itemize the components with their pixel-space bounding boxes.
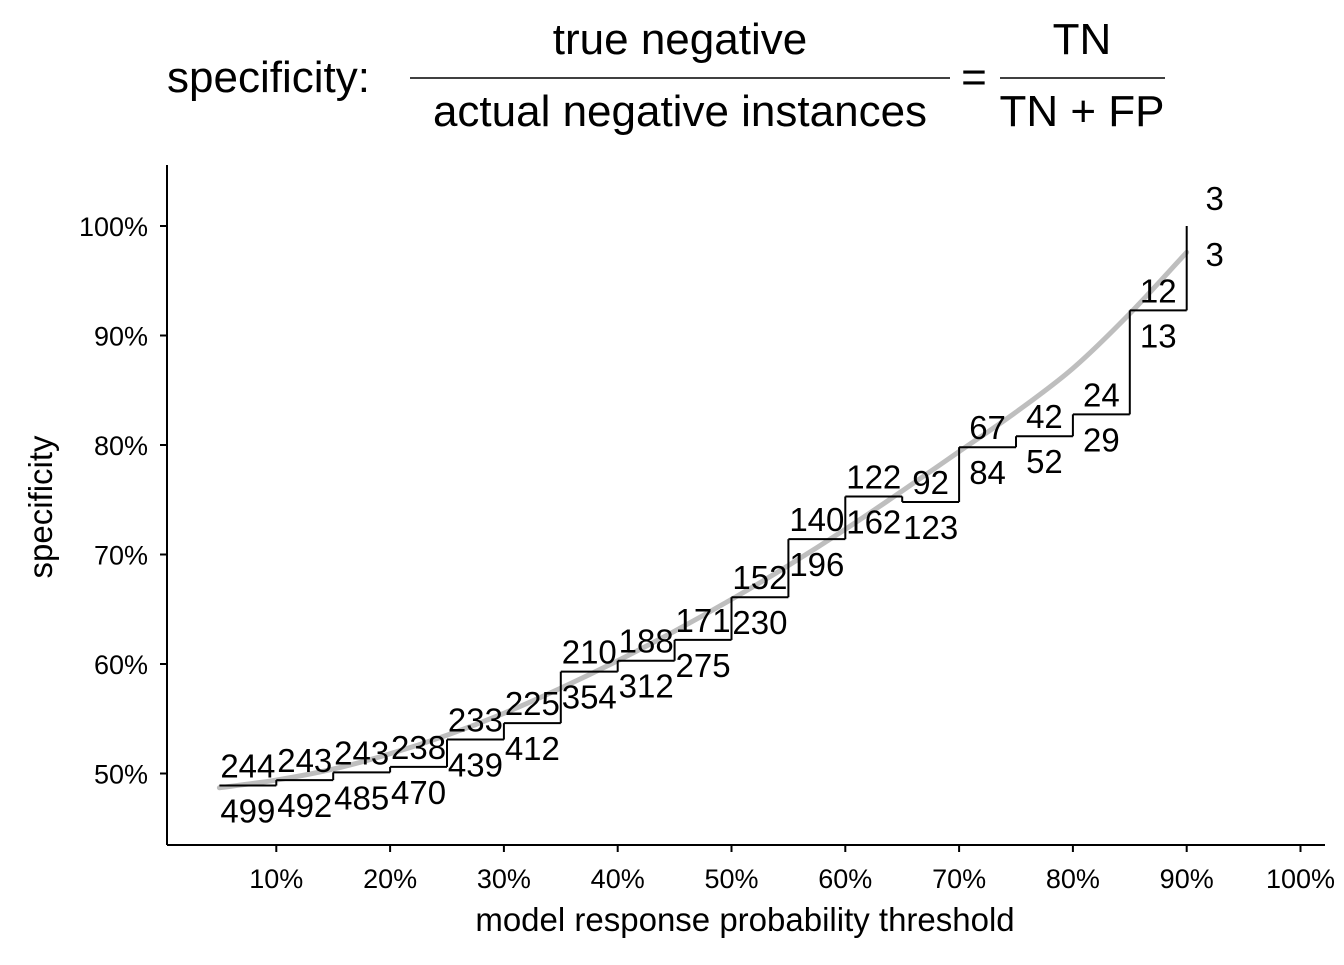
tn-count-label: 122 xyxy=(846,458,901,495)
y-tick-label: 70% xyxy=(94,541,148,571)
title-fraction2-numerator: TN xyxy=(1053,15,1112,64)
tn-count-label: 243 xyxy=(334,734,389,771)
x-tick-label: 50% xyxy=(704,864,758,894)
actual-negative-count-label: 312 xyxy=(619,668,674,705)
actual-negative-count-label: 275 xyxy=(676,647,731,684)
y-tick-label: 80% xyxy=(94,431,148,461)
tn-count-label: 210 xyxy=(562,634,617,671)
x-axis-ticks: 10% 20% 30% 40% 50% 60% 70% 80% 90% 100% xyxy=(249,845,1335,894)
smooth-curve-layer xyxy=(216,249,1190,791)
tn-count-label: 12 xyxy=(1140,272,1177,309)
tn-count-label: 243 xyxy=(277,742,332,779)
actual-negative-count-label: 439 xyxy=(448,747,503,784)
tn-count-label: 225 xyxy=(505,685,560,722)
actual-negative-count-label: 412 xyxy=(505,730,560,767)
x-tick-label: 70% xyxy=(932,864,986,894)
x-tick-label: 80% xyxy=(1046,864,1100,894)
tn-count-label: 244 xyxy=(220,748,275,785)
actual-negative-count-label: 84 xyxy=(969,454,1006,491)
x-tick-label: 40% xyxy=(591,864,645,894)
y-axis-title: specificity xyxy=(22,435,59,579)
y-tick-label: 100% xyxy=(79,212,148,242)
tn-count-label: 67 xyxy=(969,409,1006,446)
tn-count-label: 24 xyxy=(1083,376,1120,413)
title-fraction1-denominator: actual negative instances xyxy=(433,87,927,136)
tn-count-label: 3 xyxy=(1206,180,1224,217)
tn-count-label: 238 xyxy=(391,729,446,766)
x-tick-label: 20% xyxy=(363,864,417,894)
actual-negative-count-label: 3 xyxy=(1206,236,1224,273)
actual-negative-count-label: 230 xyxy=(732,604,787,641)
actual-negative-count-label: 196 xyxy=(789,546,844,583)
title-fraction2-denominator: TN + FP xyxy=(999,87,1164,136)
title-prefix: specificity: xyxy=(167,53,370,102)
actual-negative-count-label: 13 xyxy=(1140,317,1177,354)
y-axis-ticks: 50% 60% 70% 80% 90% 100% xyxy=(79,212,167,790)
actual-negative-count-label: 52 xyxy=(1026,443,1063,480)
title-fraction1-numerator: true negative xyxy=(553,15,807,64)
tn-count-label: 152 xyxy=(732,559,787,596)
actual-negative-count-label: 499 xyxy=(220,793,275,830)
tn-count-label: 233 xyxy=(448,702,503,739)
actual-negative-count-label: 485 xyxy=(334,779,389,816)
tn-count-label: 171 xyxy=(676,602,731,639)
actual-negative-count-label: 123 xyxy=(903,509,958,546)
actual-negative-count-label: 492 xyxy=(277,787,332,824)
step-line-layer xyxy=(219,226,1188,787)
actual-negative-count-label: 470 xyxy=(391,774,446,811)
tn-count-label: 188 xyxy=(619,623,674,660)
y-tick-label: 90% xyxy=(94,322,148,352)
x-axis-title: model response probability threshold xyxy=(475,901,1014,938)
actual-negative-count-label: 354 xyxy=(562,679,617,716)
tn-count-label: 140 xyxy=(789,501,844,538)
count-labels-layer: 2444992434922434852384702334392254122103… xyxy=(220,180,1224,830)
tn-count-label: 42 xyxy=(1026,398,1063,435)
x-tick-label: 30% xyxy=(477,864,531,894)
actual-negative-count-label: 162 xyxy=(846,503,901,540)
tn-count-label: 92 xyxy=(912,464,949,501)
x-tick-label: 100% xyxy=(1266,864,1335,894)
actual-negative-count-label: 29 xyxy=(1083,421,1120,458)
x-tick-label: 90% xyxy=(1160,864,1214,894)
y-tick-label: 60% xyxy=(94,650,148,680)
x-tick-label: 60% xyxy=(818,864,872,894)
x-tick-label: 10% xyxy=(249,864,303,894)
y-tick-label: 50% xyxy=(94,760,148,790)
chart-title: specificity: true negative actual negati… xyxy=(167,15,1165,136)
title-equals: = xyxy=(961,53,987,102)
smooth-trend-curve xyxy=(216,249,1190,791)
